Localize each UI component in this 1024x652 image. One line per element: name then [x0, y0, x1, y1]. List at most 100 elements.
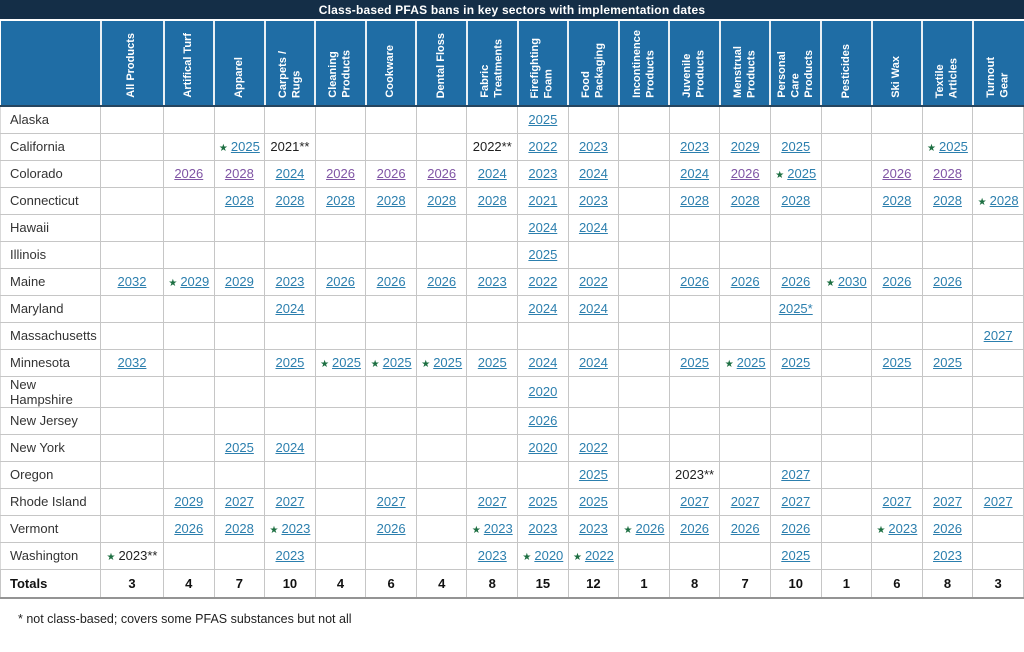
- year-link[interactable]: 2026: [326, 166, 355, 181]
- year-link[interactable]: 2027: [680, 494, 710, 509]
- year-link[interactable]: 2024: [528, 220, 558, 235]
- year-link[interactable]: 2026: [730, 274, 760, 289]
- year-link[interactable]: 2029: [224, 274, 254, 289]
- year-link[interactable]: 2026: [882, 166, 912, 181]
- year-link[interactable]: 2023: [483, 521, 513, 536]
- year-link[interactable]: 2027: [730, 494, 760, 509]
- year-link[interactable]: 2025: [224, 440, 254, 455]
- year-link[interactable]: 2028: [989, 193, 1019, 208]
- year-link[interactable]: 2025: [528, 494, 558, 509]
- year-link[interactable]: 2028: [933, 166, 962, 181]
- year-link[interactable]: 2023: [275, 548, 305, 563]
- year-link[interactable]: 2028: [933, 193, 962, 208]
- year-link[interactable]: 2024: [275, 440, 305, 455]
- year-link[interactable]: 2026: [427, 274, 457, 289]
- year-link[interactable]: 2025: [882, 355, 912, 370]
- year-link[interactable]: 2023: [578, 521, 608, 536]
- year-link[interactable]: 2025: [736, 355, 766, 370]
- year-link[interactable]: 2025: [528, 247, 558, 262]
- year-link[interactable]: 2025: [933, 355, 962, 370]
- year-link[interactable]: 2025: [781, 548, 811, 563]
- year-link[interactable]: 2024: [528, 301, 558, 316]
- year-link[interactable]: 2025: [781, 355, 811, 370]
- year-link[interactable]: 2032: [117, 274, 147, 289]
- year-link[interactable]: 2025: [332, 355, 361, 370]
- year-link[interactable]: 2022: [578, 274, 608, 289]
- year-link[interactable]: 2027: [882, 494, 912, 509]
- year-link[interactable]: 2024: [477, 166, 507, 181]
- year-link[interactable]: 2024: [275, 301, 305, 316]
- year-link[interactable]: 2022: [528, 139, 558, 154]
- year-link[interactable]: 2025: [787, 166, 817, 181]
- year-link[interactable]: 2020: [528, 440, 558, 455]
- year-link[interactable]: 2025: [275, 355, 305, 370]
- year-link[interactable]: 2028: [730, 193, 760, 208]
- year-link[interactable]: 2024: [578, 166, 608, 181]
- year-link[interactable]: 2024: [275, 166, 305, 181]
- year-link[interactable]: 2023: [680, 139, 710, 154]
- year-link[interactable]: 2028: [376, 193, 406, 208]
- year-link[interactable]: 2024: [578, 355, 608, 370]
- year-link[interactable]: 2026: [781, 521, 811, 536]
- year-link[interactable]: 2025: [938, 139, 968, 154]
- year-link[interactable]: 2027: [275, 494, 305, 509]
- year-link[interactable]: 2023: [578, 139, 608, 154]
- year-link[interactable]: 2029: [174, 494, 204, 509]
- year-link[interactable]: 2026: [326, 274, 355, 289]
- year-link[interactable]: 2026: [933, 274, 962, 289]
- year-link[interactable]: 2025: [382, 355, 412, 370]
- year-link[interactable]: 2025: [680, 355, 710, 370]
- year-link[interactable]: 2023: [281, 521, 311, 536]
- year-link[interactable]: 2024: [578, 301, 608, 316]
- year-link[interactable]: 2027: [477, 494, 507, 509]
- year-link[interactable]: 2030: [837, 274, 867, 289]
- year-link[interactable]: 2028: [224, 193, 254, 208]
- year-link[interactable]: 2028: [477, 193, 507, 208]
- year-link[interactable]: 2028: [326, 193, 355, 208]
- year-link[interactable]: 2020: [528, 384, 558, 399]
- year-link[interactable]: 2026: [528, 413, 558, 428]
- year-link[interactable]: 2027: [983, 328, 1013, 343]
- year-link[interactable]: 2023: [528, 521, 558, 536]
- year-link[interactable]: 2027: [983, 494, 1013, 509]
- year-link[interactable]: 2026: [174, 521, 204, 536]
- year-link[interactable]: 2027: [781, 494, 811, 509]
- year-link[interactable]: 2026: [680, 521, 710, 536]
- year-link[interactable]: 2026: [882, 274, 912, 289]
- year-link[interactable]: 2022: [578, 440, 608, 455]
- year-link[interactable]: 2026: [376, 166, 406, 181]
- year-link[interactable]: 2024: [680, 166, 710, 181]
- year-link[interactable]: 2026: [680, 274, 710, 289]
- year-link[interactable]: 2026: [781, 274, 811, 289]
- year-link[interactable]: 2026: [933, 521, 962, 536]
- year-link[interactable]: 2026: [730, 521, 760, 536]
- year-link[interactable]: 2025: [781, 139, 811, 154]
- year-link[interactable]: 2023: [477, 274, 507, 289]
- year-link[interactable]: 2023: [477, 548, 507, 563]
- year-link[interactable]: 2028: [275, 193, 305, 208]
- year-link[interactable]: 2023: [933, 548, 962, 563]
- year-link[interactable]: 2025: [528, 112, 558, 128]
- year-link[interactable]: 2027: [933, 494, 962, 509]
- year-link[interactable]: 2025: [578, 467, 608, 482]
- year-link[interactable]: 2023: [578, 193, 608, 208]
- year-link[interactable]: 2026: [427, 166, 457, 181]
- year-link[interactable]: 2022: [584, 548, 614, 563]
- year-link[interactable]: 2025: [433, 355, 463, 370]
- year-link[interactable]: 2028: [224, 166, 254, 181]
- year-link[interactable]: 2024: [528, 355, 558, 370]
- year-link[interactable]: 2028: [427, 193, 457, 208]
- year-link[interactable]: 2029: [730, 139, 760, 154]
- year-link[interactable]: 2026: [730, 166, 760, 181]
- year-link[interactable]: 2025*: [778, 301, 813, 316]
- year-link[interactable]: 2023: [888, 521, 918, 536]
- year-link[interactable]: 2020: [534, 548, 564, 563]
- year-link[interactable]: 2028: [882, 193, 912, 208]
- year-link[interactable]: 2023: [275, 274, 305, 289]
- year-link[interactable]: 2021: [528, 193, 558, 208]
- year-link[interactable]: 2027: [376, 494, 406, 509]
- year-link[interactable]: 2027: [224, 494, 254, 509]
- year-link[interactable]: 2028: [680, 193, 710, 208]
- year-link[interactable]: 2022: [528, 274, 558, 289]
- year-link[interactable]: 2025: [578, 494, 608, 509]
